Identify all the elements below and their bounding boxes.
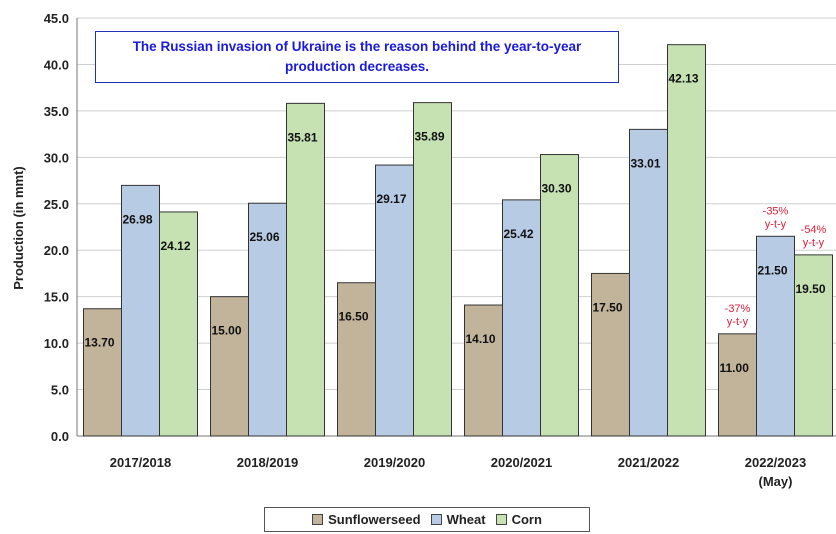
data-label: 14.10	[466, 332, 496, 346]
legend-swatch	[430, 514, 442, 525]
data-label: 30.30	[542, 182, 572, 196]
data-label: 16.50	[339, 310, 369, 324]
data-label: 35.89	[415, 130, 445, 144]
data-label: 15.00	[212, 324, 242, 338]
bar-sunflowerseed	[464, 304, 503, 437]
annotation: -37% y-t-y	[725, 303, 751, 328]
data-label: 24.12	[161, 239, 191, 253]
y-tick-label: 25.0	[44, 197, 69, 212]
x-tick-label: 2022/2023 (May)	[745, 455, 806, 489]
legend-item: Corn	[495, 512, 542, 527]
bar-sunflowerseed	[718, 333, 757, 437]
bar-corn	[667, 44, 706, 437]
legend-label: Sunflowerseed	[328, 512, 421, 527]
legend-item: Sunflowerseed	[312, 512, 421, 527]
legend-label: Corn	[511, 512, 542, 527]
bar-corn	[286, 102, 325, 437]
data-label: 19.50	[796, 282, 826, 296]
data-label: 35.81	[288, 130, 318, 144]
labels: 0.0 5.0 10.0 15.0 20.0 25.0 30.0 35.0 40.0 45.0 13…	[44, 11, 827, 489]
x-tick-label: 2018/2019	[237, 455, 298, 470]
x-tick-label: 2020/2021	[491, 455, 552, 470]
x-tick-label: 2019/2020	[364, 455, 425, 470]
data-label: 25.42	[504, 227, 534, 241]
annotation: -35% y-t-y	[763, 205, 789, 230]
data-label: 26.98	[123, 212, 153, 226]
x-tick-label: 2017/2018	[110, 455, 171, 470]
data-label: 21.50	[758, 263, 788, 277]
bar-wheat	[756, 235, 795, 437]
annotation: -54% y-t-y	[801, 224, 827, 249]
legend-swatch	[312, 514, 324, 525]
y-axis-title: Production (in mmt)	[11, 166, 26, 290]
bar-sunflowerseed	[337, 282, 376, 437]
bar-sunflowerseed	[591, 272, 630, 437]
legend-label: Wheat	[446, 512, 486, 527]
legend-item: Wheat	[430, 512, 486, 527]
bar-wheat	[248, 202, 287, 437]
y-tick-label: 15.0	[44, 290, 69, 305]
data-label: 17.50	[593, 300, 623, 314]
data-label: 42.13	[669, 72, 699, 86]
y-tick-label: 20.0	[44, 243, 69, 258]
bar-wheat	[629, 128, 668, 437]
data-label: 29.17	[377, 192, 407, 206]
data-label: 11.00	[720, 361, 750, 375]
legend-swatch	[495, 514, 507, 525]
data-label: 13.70	[85, 336, 115, 350]
bar-wheat	[121, 184, 160, 437]
y-tick-label: 10.0	[44, 336, 69, 351]
data-label: 25.06	[250, 230, 280, 244]
bar-sunflowerseed	[83, 308, 122, 437]
bars	[83, 44, 833, 437]
x-tick-label: 2021/2022	[618, 455, 679, 470]
legend: Sunflowerseed Wheat Corn	[264, 507, 590, 532]
bar-corn	[159, 211, 198, 437]
data-label: 33.01	[631, 156, 661, 170]
bar-sunflowerseed	[210, 296, 249, 437]
y-tick-label: 30.0	[44, 150, 69, 165]
bar-corn	[413, 102, 452, 437]
bar-corn	[794, 254, 833, 437]
bar-wheat	[502, 199, 541, 437]
y-tick-label: 35.0	[44, 104, 69, 119]
callout-box: The Russian invasion of Ukraine is the r…	[95, 31, 619, 83]
y-tick-label: 0.0	[51, 429, 69, 444]
y-tick-label: 40.0	[44, 57, 69, 72]
callout-text: The Russian invasion of Ukraine is the r…	[132, 39, 582, 74]
bar-corn	[540, 154, 579, 437]
y-tick-label: 5.0	[51, 383, 69, 398]
y-tick-label: 45.0	[44, 11, 69, 26]
